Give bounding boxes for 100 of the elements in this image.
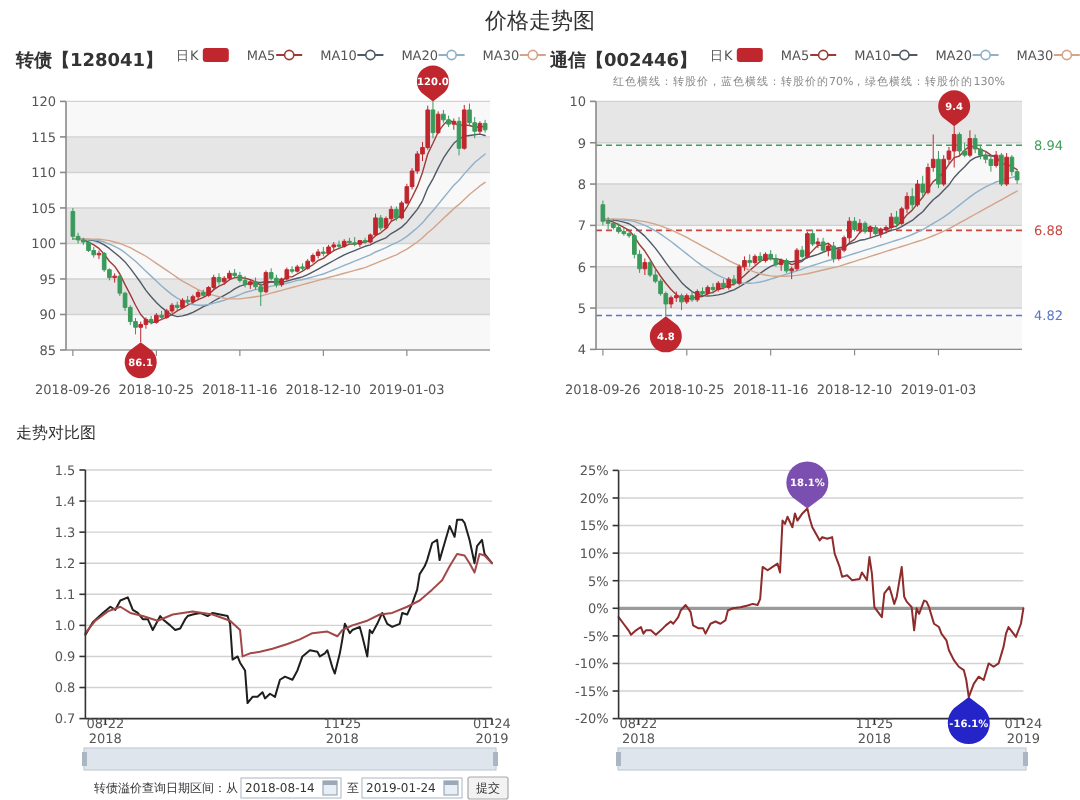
candlestick — [430, 100, 436, 139]
candlestick — [668, 295, 674, 309]
candlestick — [362, 237, 368, 245]
candlestick — [909, 187, 915, 210]
candlestick — [482, 119, 488, 134]
candlestick — [461, 104, 467, 151]
candlestick — [294, 264, 300, 274]
candlestick — [694, 288, 700, 303]
line-series — [72, 181, 486, 300]
candlestick — [941, 154, 947, 187]
candlestick — [80, 237, 86, 246]
candlestick — [993, 150, 999, 169]
candlestick — [810, 229, 815, 247]
candlestick — [710, 282, 716, 295]
text: 价格走势图 — [483, 8, 595, 34]
candlestick — [169, 302, 175, 314]
candlestick — [388, 205, 394, 222]
candlestick — [456, 116, 462, 156]
candlestick — [331, 241, 337, 252]
candlestick — [164, 308, 170, 320]
candlestick — [96, 250, 102, 260]
candlestick — [190, 294, 196, 305]
candlestick — [101, 251, 107, 273]
candlestick — [857, 218, 863, 235]
candlestick — [1009, 154, 1015, 177]
candlestick — [784, 257, 789, 274]
candlestick — [773, 253, 779, 268]
candlestick — [616, 222, 621, 235]
candlestick — [174, 301, 180, 311]
candlestick — [805, 231, 810, 259]
candlestick — [154, 312, 159, 325]
candlestick — [341, 238, 347, 249]
candlestick — [326, 244, 331, 256]
candlestick — [195, 289, 201, 301]
candlestick — [862, 220, 868, 235]
candlestick — [232, 268, 237, 279]
candlestick — [867, 224, 873, 239]
candlestick — [221, 275, 227, 286]
range-slider[interactable] — [82, 747, 498, 771]
candlestick — [757, 251, 763, 264]
candlestick — [826, 243, 831, 257]
candlestick — [284, 267, 290, 281]
candlestick — [373, 213, 378, 237]
candlestick — [673, 291, 679, 303]
line-series — [602, 190, 1018, 277]
candlestick — [446, 115, 451, 128]
candlestick — [268, 267, 274, 281]
candlestick — [700, 286, 705, 297]
candlestick — [86, 240, 91, 253]
range-slider[interactable] — [616, 747, 1028, 771]
candlestick — [852, 216, 857, 233]
candlestick — [258, 282, 264, 307]
candlestick — [778, 257, 784, 272]
candlestick — [894, 210, 899, 228]
candlestick — [799, 245, 805, 259]
candlestick — [70, 207, 76, 241]
candlestick — [752, 253, 758, 266]
candlestick — [621, 226, 627, 237]
candlestick — [983, 150, 988, 164]
chart-title: 转债【128041】 — [14, 50, 164, 72]
line-series — [84, 552, 493, 658]
candlestick — [920, 175, 926, 197]
candlestick — [705, 284, 711, 297]
candlestick — [352, 236, 357, 247]
candlestick — [721, 278, 726, 290]
candlestick — [201, 289, 206, 298]
candlestick — [237, 271, 243, 284]
candlestick — [357, 239, 363, 248]
candlestick — [321, 246, 326, 257]
chart-title: 走势对比图 — [16, 424, 96, 442]
candlestick — [736, 264, 742, 286]
candlestick — [394, 206, 399, 222]
candlestick — [684, 293, 690, 305]
candlestick — [600, 200, 606, 226]
candlestick — [873, 224, 878, 237]
candlestick — [227, 269, 232, 281]
candlestick — [915, 179, 920, 208]
candlestick — [731, 274, 737, 286]
candlestick — [763, 251, 768, 264]
candlestick — [274, 274, 279, 288]
candlestick — [679, 293, 684, 311]
candlestick — [815, 237, 821, 249]
candlestick — [242, 275, 248, 288]
candlestick — [1004, 152, 1009, 187]
line-series — [84, 518, 493, 705]
candlestick — [211, 274, 217, 291]
candlestick — [138, 321, 144, 343]
candlestick — [951, 125, 957, 169]
candlestick — [305, 258, 311, 271]
candlestick — [112, 272, 117, 284]
candlestick — [247, 278, 253, 290]
candlestick — [878, 226, 884, 239]
candlestick — [999, 152, 1004, 187]
candlestick — [747, 253, 753, 268]
candlestick — [831, 241, 836, 264]
candlestick — [185, 295, 190, 306]
candlestick — [642, 257, 648, 276]
candlestick — [794, 247, 800, 272]
candlestick — [310, 252, 316, 264]
candlestick — [441, 109, 446, 124]
